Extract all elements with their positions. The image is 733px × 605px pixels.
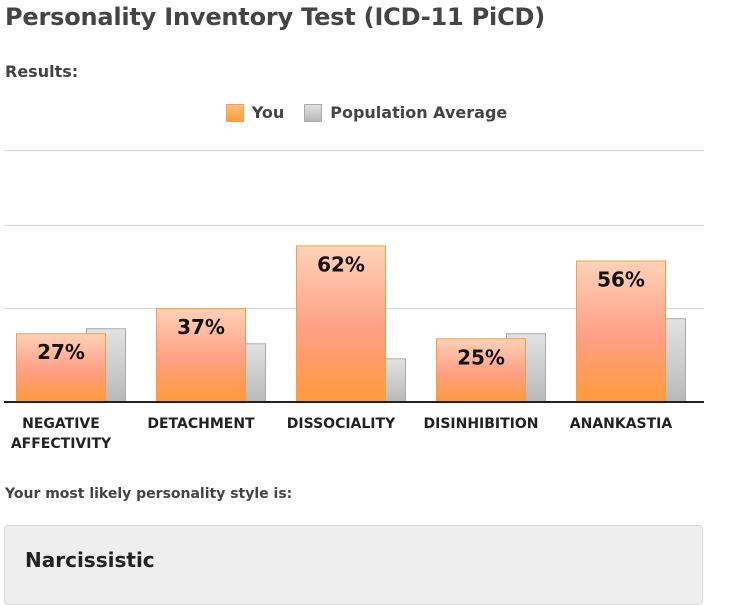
category-label-line: NEGATIVE xyxy=(22,416,100,432)
you-value-label: 56% xyxy=(597,267,645,291)
you-bar xyxy=(156,308,246,403)
category-label: DISINHIBITION xyxy=(423,416,538,432)
chart-legend: You Population Average xyxy=(0,103,733,122)
you-bar xyxy=(436,338,526,402)
category-label-line: DISINHIBITION xyxy=(423,416,538,432)
personality-style-value: Narcissistic xyxy=(25,548,155,572)
category-label-line: DETACHMENT xyxy=(147,416,255,432)
legend-swatch-population xyxy=(304,103,323,122)
page-title: Personality Inventory Test (ICD-11 PiCD) xyxy=(5,3,545,31)
you-value-label: 25% xyxy=(457,345,505,369)
category-label-line: ANANKASTIA xyxy=(570,416,673,432)
x-axis: NEGATIVE AFFECTIVITY DETACHMENT DISSOCIALIT… xyxy=(4,401,704,452)
legend-item-population: Population Average xyxy=(304,103,507,122)
category-label-line: AFFECTIVITY xyxy=(11,436,112,452)
category-label: NEGATIVE AFFECTIVITY xyxy=(11,416,112,452)
legend-swatch-you xyxy=(225,103,244,122)
category-label: ANANKASTIA xyxy=(570,416,673,432)
you-value-label: 62% xyxy=(317,252,365,276)
you-value-label: 27% xyxy=(37,340,85,364)
results-bar-chart: 27% 37% 62% 25% 56% NEGATIVE AFFECTIVITY DETAC… xyxy=(4,150,704,452)
you-series: 27% 37% 62% 25% 56% xyxy=(16,245,666,403)
personality-style-box: Narcissistic xyxy=(4,525,703,605)
you-bar xyxy=(576,260,666,402)
legend-label-population: Population Average xyxy=(330,103,508,122)
category-label: DETACHMENT xyxy=(147,416,255,432)
you-value-label: 37% xyxy=(177,315,225,339)
personality-style-label: Your most likely personality style is: xyxy=(5,486,293,502)
results-heading: Results: xyxy=(5,62,79,81)
you-bar xyxy=(296,245,386,402)
legend-label-you: You xyxy=(251,103,285,122)
category-label-line: DISSOCIALITY xyxy=(287,416,396,432)
legend-item-you: You xyxy=(225,103,285,122)
category-label: DISSOCIALITY xyxy=(287,416,396,432)
